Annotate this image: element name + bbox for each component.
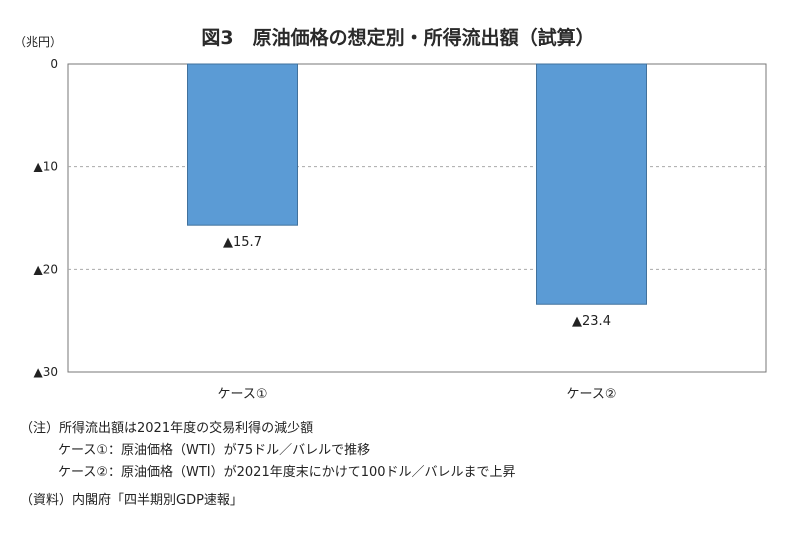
note-case2: ケース②：原油価格（WTI）が2021年度末にかけて100ドル／バレルまで上昇 bbox=[58, 465, 516, 480]
note-main: （注）所得流出額は2021年度の交易利得の減少額 bbox=[20, 421, 314, 436]
y-tick-label: ▲20 bbox=[34, 262, 59, 276]
note-case1: ケース①：原油価格（WTI）が75ドル／バレルで推移 bbox=[58, 443, 371, 458]
bar-value-label: ▲15.7 bbox=[223, 235, 262, 250]
bar bbox=[187, 63, 298, 226]
x-category-label: ケース① bbox=[217, 387, 267, 402]
bar bbox=[536, 63, 647, 305]
footnotes: （注）所得流出額は2021年度の交易利得の減少額 ケース①：原油価格（WTI）が… bbox=[20, 418, 516, 512]
plot-area bbox=[67, 63, 767, 373]
x-axis-categories: ケース① ケース② bbox=[217, 387, 616, 402]
y-tick-label: ▲10 bbox=[34, 160, 59, 174]
unit-label: （兆円） bbox=[14, 35, 62, 49]
source-note: （資料）内閣府「四半期別GDP速報」 bbox=[20, 493, 243, 508]
bars: ▲15.7 ▲23.4 bbox=[187, 63, 647, 329]
grid-lines bbox=[68, 166, 766, 270]
y-tick-label: 0 bbox=[50, 57, 58, 71]
chart-title: 図3 原油価格の想定別・所得流出額（試算） bbox=[201, 26, 594, 49]
x-category-label: ケース② bbox=[566, 387, 616, 402]
bar-value-label: ▲23.4 bbox=[572, 314, 611, 329]
y-axis-ticks: 0 ▲10 ▲20 ▲30 bbox=[34, 57, 59, 379]
bar-chart: 図3 原油価格の想定別・所得流出額（試算） （兆円） 0 ▲10 ▲20 ▲30 ▲1… bbox=[14, 26, 767, 402]
y-tick-label: ▲30 bbox=[34, 365, 59, 379]
